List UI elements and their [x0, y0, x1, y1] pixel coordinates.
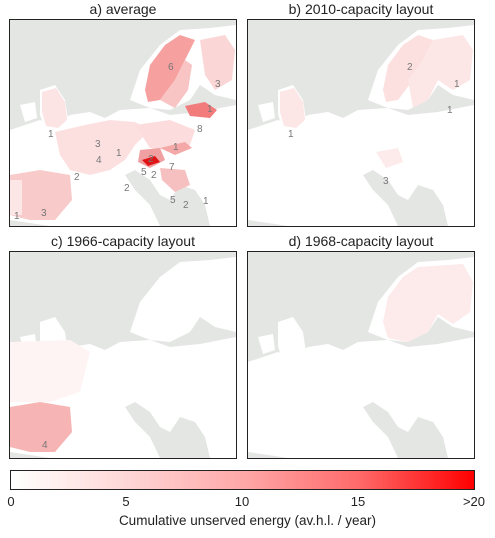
region-norway: [145, 35, 195, 102]
land-uk: [278, 317, 306, 362]
map-average: 6 3 1 8 1 3 4 1 1 2 2 7 2 5 2 5 2 1 1 3: [10, 25, 236, 226]
map-frame: 4: [9, 251, 237, 459]
label-uk: 1: [48, 129, 54, 140]
label-romania: 1: [203, 196, 209, 207]
region-western-europe: [55, 120, 150, 175]
label-baltic-north: 1: [207, 104, 213, 115]
colorbar-tick: 10: [234, 494, 250, 509]
map-frame: [247, 251, 475, 459]
region-hungary: [376, 148, 403, 168]
region-baltic-south: [185, 102, 217, 118]
panel-average: a) average 6 3 1 8: [9, 0, 237, 230]
map-frame: 2 1 1 1 3: [247, 19, 475, 227]
label-poland: 1: [173, 142, 179, 153]
region-labels: 4: [42, 440, 48, 451]
region-ukraine: [160, 142, 192, 155]
map-1966: 4: [10, 257, 236, 458]
label-netherlands: 4: [96, 155, 102, 166]
label-hungary: 2: [151, 170, 157, 181]
panel-title: d) 1968-capacity layout: [288, 233, 434, 249]
region-iberia: [10, 170, 72, 220]
land-ireland: [20, 102, 37, 122]
colorbar-tick: >20: [462, 494, 486, 509]
region-western: [10, 340, 90, 402]
region-portugal: [10, 180, 22, 215]
label-spain: 4: [42, 440, 48, 451]
region-norway: [383, 35, 433, 102]
region-balkan: [160, 168, 190, 192]
land-mainland: [248, 337, 474, 458]
region-iberia: [10, 402, 72, 452]
label-ukraine: 7: [169, 162, 175, 173]
panel-title: a) average: [89, 1, 157, 17]
region-scandinavia: [383, 264, 473, 342]
panel-title: c) 1966-capacity layout: [51, 233, 195, 249]
colorbar-label: Cumulative unserved energy (av.h.l. / ye…: [118, 513, 377, 528]
region-labels: 2 1 1 1 3: [288, 62, 460, 187]
label-hungary: 3: [383, 176, 389, 187]
region-hungary-hot: [142, 156, 160, 166]
panel-2010-capacity: b) 2010-capacity layout 2 1 1 1 3: [247, 0, 475, 230]
panel-title: b) 2010-capacity layout: [288, 1, 434, 17]
label-norway: 6: [168, 62, 174, 73]
land-mainland: [248, 105, 474, 226]
label-finland: 1: [454, 79, 460, 90]
region-uk: [42, 88, 67, 128]
region-sweden: [160, 60, 192, 108]
label-czech: 2: [148, 154, 154, 165]
land-ireland: [258, 334, 275, 354]
label-alps: 2: [124, 183, 130, 194]
map-1968: [248, 257, 474, 458]
region-uk: [280, 88, 305, 128]
label-germany: 1: [116, 148, 122, 159]
label-denmark: 3: [95, 139, 101, 150]
label-austria: 5: [141, 167, 147, 178]
label-baltic-south: 8: [197, 124, 203, 135]
map-frame: 6 3 1 8 1 3 4 1 1 2 2 7 2 5 2 5 2 1 1 3: [9, 19, 237, 227]
label-uk: 1: [288, 129, 294, 140]
region-finland: [200, 35, 235, 90]
label-greece: 2: [183, 200, 189, 211]
label-balkan: 5: [170, 195, 176, 206]
label-finland: 3: [215, 79, 221, 90]
label-france: 2: [74, 172, 80, 183]
label-spain: 3: [41, 208, 47, 219]
panel-1968-capacity: d) 1968-capacity layout: [247, 232, 475, 462]
region-finland: [408, 35, 473, 108]
label-norway: 2: [407, 62, 413, 73]
label-portugal: 1: [14, 211, 20, 222]
region-central-east: [135, 120, 195, 150]
colorbar-tick: 0: [7, 494, 15, 509]
colorbar-tick: 5: [122, 494, 130, 509]
colorbar: [10, 470, 475, 490]
land-scandinavia: [130, 257, 236, 342]
colorbar-tick: 15: [350, 494, 366, 509]
land-ireland: [258, 102, 275, 122]
label-baltic: 1: [447, 105, 453, 116]
region-labels: 6 3 1 8 1 3 4 1 1 2 2 7 2 5 2 5 2 1 1 3: [14, 62, 221, 222]
panel-1966-capacity: c) 1966-capacity layout 4: [9, 232, 237, 462]
map-2010: 2 1 1 1 3: [248, 25, 474, 226]
